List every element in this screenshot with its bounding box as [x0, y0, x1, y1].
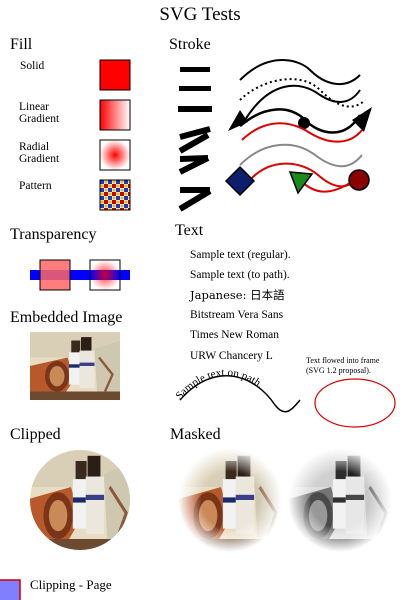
clipped-heading: Clipped	[10, 426, 61, 443]
stroke-triangle	[288, 171, 314, 195]
transparency-square	[39, 259, 71, 291]
page-title: SVG Tests	[159, 4, 241, 25]
text-heading: Text	[175, 222, 204, 239]
text-line-japanese: Japanese: 日本語	[190, 288, 285, 302]
stroke-heading: Stroke	[169, 36, 211, 53]
transparency-heading: Transparency	[10, 226, 97, 243]
text-line-regular: Sample text (regular).	[190, 249, 291, 261]
stroke-arrow-right	[352, 107, 372, 132]
fill-label-radial: Radial Gradient	[19, 141, 60, 165]
fill-linear-square	[99, 99, 131, 131]
stroke-dotted	[239, 78, 366, 108]
text-line-to-path: Sample text (to path).	[190, 269, 290, 281]
text-flowed-label: Text flowed into frame (SVG 1.2 proposal…	[306, 356, 380, 375]
transparency-radial-square	[89, 259, 121, 291]
stroke-dot-marker	[298, 117, 310, 129]
clipping-page-label: Clipping - Page	[30, 577, 112, 592]
fill-solid-square	[99, 59, 131, 91]
fill-heading: Fill	[10, 36, 33, 53]
stroke-diamond	[224, 165, 256, 197]
stroke-arrow-left	[228, 110, 248, 131]
text-flow-frame	[314, 378, 396, 428]
fill-label-linear: Linear Gradient	[19, 101, 60, 125]
embedded-heading: Embedded Image	[10, 309, 123, 326]
stroke-bar-2	[179, 86, 211, 91]
fill-pattern-square	[99, 179, 131, 211]
text-line-bitstream: Bitstream Vera Sans	[190, 309, 284, 321]
transparency-bar	[30, 270, 130, 280]
text-line-urw: URW Chancery L	[190, 350, 273, 362]
stroke-bar-3	[178, 106, 212, 112]
fill-label-pattern: Pattern	[19, 180, 52, 192]
text-line-times: Times New Roman	[190, 329, 280, 341]
stroke-curve-2	[244, 84, 361, 121]
stroke-gray-curve	[239, 143, 363, 168]
stroke-zig-3	[178, 188, 212, 212]
stroke-zig-1	[179, 126, 211, 140]
stroke-red-curve-1	[241, 122, 363, 143]
stroke-bar-1	[180, 67, 210, 72]
text-path-curve	[179, 375, 301, 413]
fill-label-solid: Solid	[20, 60, 45, 72]
stroke-curve-1	[239, 59, 361, 85]
masked-heading: Masked	[170, 426, 221, 443]
fill-radial-square	[99, 139, 131, 171]
stroke-circle	[348, 169, 370, 191]
